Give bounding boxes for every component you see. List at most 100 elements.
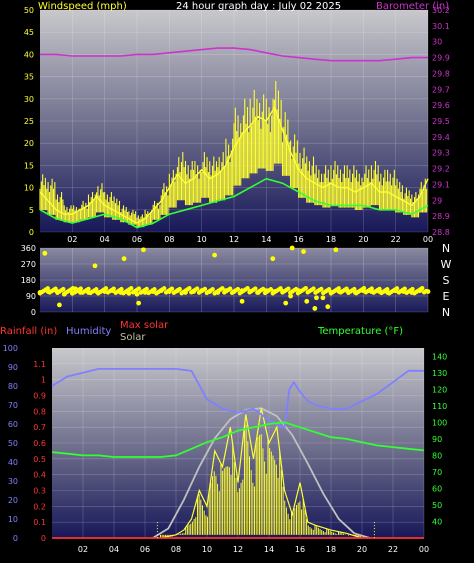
wind-direction-point (289, 245, 295, 251)
wind-direction-point (303, 285, 308, 291)
barometer-line (40, 47, 428, 62)
wind-direction-point (419, 285, 425, 291)
wind-direction-point (369, 286, 374, 291)
wind-direction-point (92, 263, 98, 269)
barometer-y-tick-label: 29.5 (432, 117, 450, 126)
barometer-y-tick-label: 29.8 (432, 69, 450, 78)
wind-direction-point (210, 287, 215, 292)
wind-direction-point (194, 286, 200, 291)
wind-direction-point (103, 286, 109, 291)
temperature-y-tick-label: 70 (432, 468, 442, 477)
wind-direction-point (283, 300, 289, 306)
x-tick-label: 00 (423, 235, 433, 244)
humidity-y-tick-label: 0 (13, 534, 18, 543)
wind-y-tick-label: 35 (24, 73, 34, 82)
wind-direction-point (336, 286, 341, 291)
wind-direction-point (286, 286, 291, 291)
x-tick-label: 10 (202, 545, 212, 554)
wind-direction-point (385, 287, 390, 292)
barometer-y-tick-label: 29.6 (432, 101, 450, 110)
humidity-y-tick-label: 70 (8, 401, 18, 410)
temperature-y-tick-label: 130 (432, 369, 447, 378)
wind-direction-point (152, 287, 157, 292)
wind-direction-point (78, 286, 83, 291)
temperature-label: Temperature (°F) (317, 326, 403, 337)
wind-direction-point (293, 286, 299, 292)
humidity-y-tick-label: 50 (8, 439, 18, 448)
wind-direction-point (301, 249, 306, 254)
rainfall-label: Rainfall (in) (0, 326, 57, 337)
wind-direction-point (136, 286, 142, 291)
solar-label: Solar (120, 332, 146, 343)
series-line (160, 408, 363, 539)
wind-direction-point (245, 285, 250, 291)
wind-direction-point (70, 285, 76, 291)
barometer-y-label: Barometer (in) (376, 1, 449, 12)
wind-direction-point (312, 306, 318, 311)
compass-label: S (443, 274, 450, 287)
wind-y-tick-label: 25 (24, 117, 34, 126)
wind-direction-point (144, 286, 149, 292)
barometer-y-tick-label: 28.9 (432, 212, 450, 221)
barometer-y-tick-label: 29.1 (432, 180, 450, 189)
direction-plot-area (40, 248, 428, 312)
rain-y-ticks: 0 0.1 0.2 0.3 0.4 0.5 0.6 0.7 0.8 0.9 1 1.1 (33, 360, 46, 543)
barometer-y-tick-label: 29.3 (432, 149, 450, 158)
wind-direction-point (239, 298, 245, 304)
series-line (51, 368, 424, 430)
rain-y-tick-label: 0.4 (33, 471, 46, 480)
humidity-y-tick-label: 90 (8, 363, 18, 372)
humidity-y-tick-label: 30 (8, 477, 18, 486)
wind-direction-point (304, 298, 310, 304)
climate-x-ticks: 02 04 06 08 10 12 14 16 18 20 22 00 (78, 545, 429, 554)
barometer-y-tick-label: 30.2 (432, 6, 450, 15)
wind-y-tick-label: 15 (24, 161, 34, 170)
rain-y-tick-label: 0.5 (33, 455, 46, 464)
wind-direction-point (187, 285, 192, 291)
wind-y-tick-label: 10 (24, 184, 34, 193)
barometer-y-tick-label: 28.8 (432, 228, 450, 237)
barometer-y-tick-label: 29.4 (432, 133, 450, 142)
temperature-y-tick-label: 80 (432, 451, 442, 460)
direction-y-ticks: 0 90 180 270 360 (21, 244, 36, 317)
wind-direction-point (270, 256, 276, 262)
x-tick-label: 06 (140, 545, 150, 554)
wind-direction-point (202, 286, 208, 292)
x-tick-label: 02 (78, 545, 88, 554)
barometer-y-tick-label: 30.1 (432, 22, 450, 31)
temperature-y-tick-label: 40 (432, 517, 442, 526)
wind-direction-point (119, 286, 124, 292)
wind-y-label: Windspeed (mph) (38, 1, 127, 12)
wind-direction-point (111, 286, 116, 291)
gust-line (39, 177, 429, 229)
humidity-y-tick-label: 20 (8, 496, 18, 505)
x-tick-label: 22 (391, 235, 401, 244)
wind-y-tick-label: 40 (24, 50, 34, 59)
wind-direction-point (268, 287, 274, 292)
wind-y-ticks: 0 5 10 15 20 25 30 35 40 45 50 (24, 6, 34, 237)
barometer-y-tick-label: 29.2 (432, 165, 450, 174)
x-tick-label: 06 (132, 235, 142, 244)
wind-direction-point (61, 286, 66, 292)
x-tick-label: 18 (326, 545, 336, 554)
x-tick-label: 12 (229, 235, 239, 244)
wind-direction-point (177, 286, 182, 292)
x-tick-label: 14 (264, 545, 274, 554)
wind-speed-line (39, 106, 429, 224)
wind-direction-point (94, 287, 99, 292)
direction-y-tick-label: 270 (21, 260, 36, 269)
wind-direction-point (42, 250, 48, 256)
wind-direction-point (402, 286, 407, 291)
wind-direction-point (260, 286, 266, 292)
wind-y-tick-label: 50 (24, 6, 34, 15)
temperature-y-tick-label: 90 (432, 435, 442, 444)
x-tick-label: 20 (357, 545, 367, 554)
wind-direction-point (320, 295, 326, 301)
wind-direction-point (220, 286, 225, 291)
x-tick-label: 10 (197, 235, 207, 244)
rain-y-tick-label: 0.7 (33, 423, 46, 432)
x-tick-label: 08 (171, 545, 181, 554)
